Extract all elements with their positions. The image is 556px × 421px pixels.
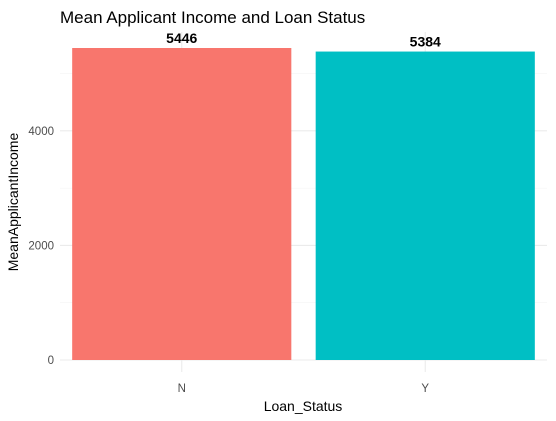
bar-y bbox=[315, 51, 535, 360]
x-tick-label-n: N bbox=[178, 383, 186, 395]
chart-title: Mean Applicant Income and Loan Status bbox=[60, 8, 365, 27]
y-tick-label-1: 2000 bbox=[28, 240, 54, 252]
data-label-n: 5446 bbox=[166, 30, 197, 46]
y-tick-label-0: 0 bbox=[48, 355, 54, 367]
y-axis-ticks: 0 2000 4000 bbox=[28, 126, 54, 367]
bar-n bbox=[72, 48, 292, 360]
x-axis-title: Loan_Status bbox=[264, 398, 343, 414]
y-axis-title: MeanApplicantIncome bbox=[5, 133, 21, 272]
y-tick-label-2: 4000 bbox=[28, 126, 54, 138]
data-labels: 5446 5384 bbox=[166, 30, 441, 50]
bars bbox=[72, 48, 535, 360]
x-tick-label-y: Y bbox=[421, 383, 429, 395]
data-label-y: 5384 bbox=[410, 34, 441, 50]
